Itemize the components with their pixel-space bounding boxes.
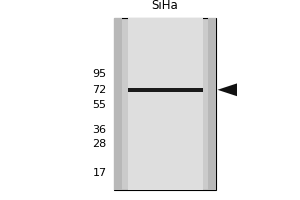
Text: 17: 17 — [92, 168, 106, 178]
Text: SiHa: SiHa — [152, 0, 178, 12]
Bar — [208, 18, 216, 190]
Bar — [114, 18, 216, 190]
Text: 36: 36 — [92, 125, 106, 135]
Bar — [114, 18, 122, 190]
Text: 72: 72 — [92, 85, 106, 95]
Bar — [128, 88, 202, 92]
Text: 95: 95 — [92, 69, 106, 79]
Polygon shape — [218, 83, 237, 96]
Text: 55: 55 — [92, 100, 106, 110]
Bar — [128, 18, 202, 190]
Text: 28: 28 — [92, 139, 106, 149]
